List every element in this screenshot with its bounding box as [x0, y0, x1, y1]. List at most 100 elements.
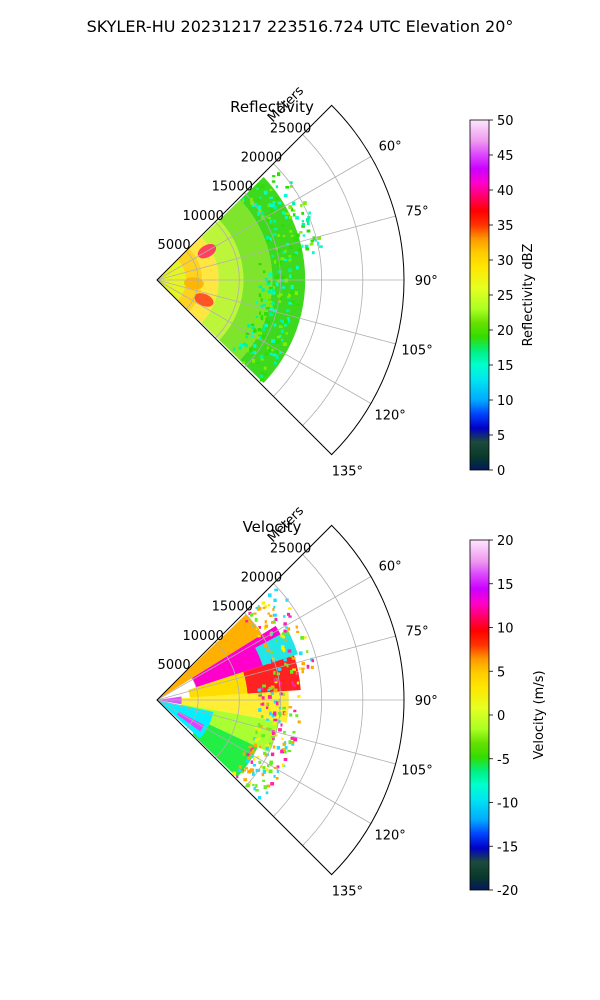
echo-speckle — [266, 236, 270, 240]
echo-speckle — [258, 293, 262, 298]
echo-speckle — [251, 323, 255, 326]
echo-speckle — [280, 257, 285, 261]
echo-speckle — [255, 768, 260, 773]
echo-sector — [157, 614, 262, 700]
echo-speckle — [273, 309, 277, 313]
echo-speckle — [265, 744, 270, 749]
echo-speckle — [264, 295, 269, 300]
echo-speckle — [267, 216, 271, 220]
echo-speckle — [286, 612, 291, 616]
echo-speckle — [274, 259, 277, 264]
colorbar-tick-label: 5 — [497, 665, 505, 680]
echo-speckle — [282, 732, 287, 735]
echo-speckle — [279, 351, 282, 354]
echo-speckle — [288, 215, 293, 219]
colorbar-tick-label: 15 — [497, 359, 514, 374]
echo-speckle — [296, 233, 300, 238]
echo-sector — [192, 720, 258, 778]
echo-speckle — [283, 637, 286, 641]
echo-speckle — [295, 303, 300, 306]
echo-speckle — [304, 636, 307, 639]
echo-speckle — [258, 760, 262, 764]
echo-speckle — [269, 237, 272, 242]
echo-speckle — [308, 211, 311, 215]
echo-speckle — [266, 718, 270, 721]
echo-speckle — [266, 320, 271, 324]
colorbar-tick-label: 0 — [497, 464, 505, 479]
echo-sector — [176, 711, 205, 732]
echo-speckle — [281, 224, 285, 228]
echo-speckle — [287, 607, 292, 610]
echo-speckle — [291, 657, 296, 660]
echo-speckle — [290, 285, 294, 289]
echo-speckle — [270, 692, 275, 695]
echo-speckle — [269, 614, 273, 618]
echo-speckle — [277, 668, 282, 671]
grid-spoke — [156, 279, 396, 345]
echo-speckle — [290, 291, 295, 295]
echo-speckle — [306, 221, 310, 226]
echo-speckle — [273, 689, 278, 693]
echo-speckle — [268, 769, 273, 774]
echo-speckle — [288, 706, 293, 709]
echo-speckle — [260, 715, 264, 719]
echo-speckle — [270, 621, 275, 624]
echo-speckle — [281, 339, 284, 342]
echo-speckle — [283, 622, 287, 626]
echo-speckle — [285, 598, 289, 602]
echo-speckle — [289, 245, 293, 250]
echo-speckle — [256, 187, 260, 190]
echo-speckle — [274, 205, 277, 210]
echo-speckle — [259, 335, 262, 340]
grid-spoke — [156, 635, 396, 701]
echo-speckle — [269, 760, 273, 764]
echo-speckle — [286, 242, 289, 246]
echo-speckle — [293, 709, 297, 713]
colorbar-tick-label: 30 — [497, 254, 514, 269]
echo-speckle — [310, 239, 314, 242]
echo-sector — [157, 696, 182, 705]
echo-speckle — [269, 286, 274, 290]
echo-speckle — [319, 245, 323, 248]
echo-speckle — [290, 669, 294, 674]
echo-speckle — [263, 190, 268, 195]
echo-speckle — [270, 313, 274, 316]
radial-tick-label: 5000 — [158, 658, 191, 673]
echo-speckle — [275, 640, 278, 643]
echo-speckle — [276, 672, 280, 676]
echo-speckle — [254, 617, 258, 622]
echo-speckle — [300, 204, 303, 208]
echo-speckle — [286, 632, 290, 635]
echo-speckle — [300, 636, 305, 640]
echo-speckle — [273, 227, 278, 231]
echo-speckle — [258, 209, 262, 212]
grid-spoke — [156, 156, 372, 281]
angle-tick-label: 120° — [374, 409, 405, 424]
echo-speckle — [288, 274, 292, 279]
echo-speckle — [263, 751, 267, 756]
echo-layer — [157, 588, 315, 800]
echo-speckle — [296, 630, 300, 634]
echo-speckle — [273, 700, 278, 704]
echo-speckle — [287, 627, 291, 631]
echo-speckle — [271, 339, 276, 343]
echo-speckle — [275, 355, 280, 360]
echo-speckle — [252, 783, 255, 787]
radial-tick-label: 15000 — [212, 180, 253, 195]
echo-speckle — [277, 297, 280, 301]
echo-speckle — [263, 270, 266, 274]
colorbar-tick-label: 45 — [497, 149, 514, 164]
echo-speckle — [282, 693, 285, 696]
echo-speckle — [279, 692, 283, 696]
echo-speckle — [284, 215, 288, 220]
echo-speckle — [282, 706, 286, 710]
echo-speckle — [274, 588, 278, 592]
echo-speckle — [258, 331, 263, 335]
echo-speckle — [237, 768, 242, 772]
echo-speckle — [278, 698, 281, 703]
echo-speckle — [276, 745, 281, 750]
radial-tick-label: 25000 — [270, 121, 311, 136]
echo-speckle — [317, 241, 320, 246]
echo-speckle — [249, 751, 252, 756]
